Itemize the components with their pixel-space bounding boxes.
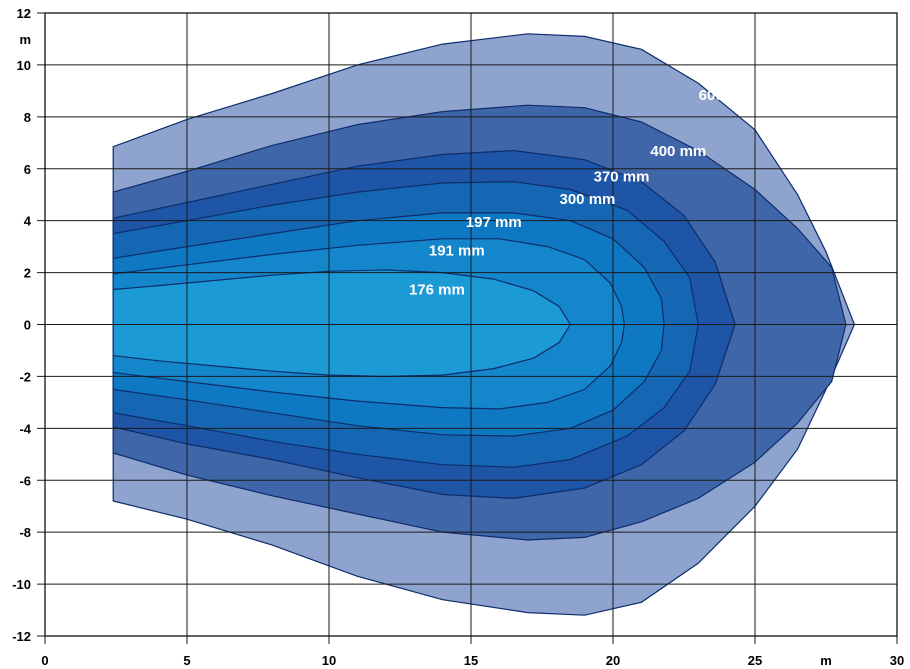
y-tick-label: -4 [19,421,31,436]
y-tick-labels: -12 -10 -8 -6 -4 -2 0 2 4 6 8 10 12 [12,6,32,644]
x-unit-label: m [820,653,832,668]
y-tick-label: -6 [19,473,31,488]
x-tick-labels: 0 5 10 15 20 25 30 [41,653,904,668]
y-tick-label: -2 [19,369,31,384]
y-tick-label: 0 [24,318,31,333]
y-tick-label: 2 [24,266,31,281]
zone-label: 370 mm [594,169,650,186]
y-tick-label: -10 [12,577,31,592]
y-tick-label: 4 [24,214,32,229]
y-unit-label: m [19,32,31,47]
zone-label: 191 mm [429,243,485,260]
zone-label: 300 mm [560,191,616,208]
x-tick-label: 0 [41,653,48,668]
x-tick-label: 20 [606,653,620,668]
plot-frame [44,12,898,637]
x-tick-label: 5 [183,653,190,668]
y-tick-label: -12 [12,629,31,644]
y-tick-label: 6 [24,162,31,177]
x-tick-label: 10 [322,653,336,668]
x-tick-label: 15 [464,653,478,668]
y-tick-label: 10 [17,58,31,73]
x-tick-label: 25 [748,653,762,668]
zone-label: 400 mm [650,143,706,160]
y-tick-label: -8 [19,525,31,540]
y-tick-label: 12 [17,6,31,21]
y-tick-label: 8 [24,110,31,125]
zone-label: 197 mm [466,214,522,231]
x-tick-label: 30 [890,653,904,668]
zone-label: 600 mm [699,87,755,104]
zone-area-176mm [112,269,572,378]
zone-label: 176 mm [409,282,465,299]
